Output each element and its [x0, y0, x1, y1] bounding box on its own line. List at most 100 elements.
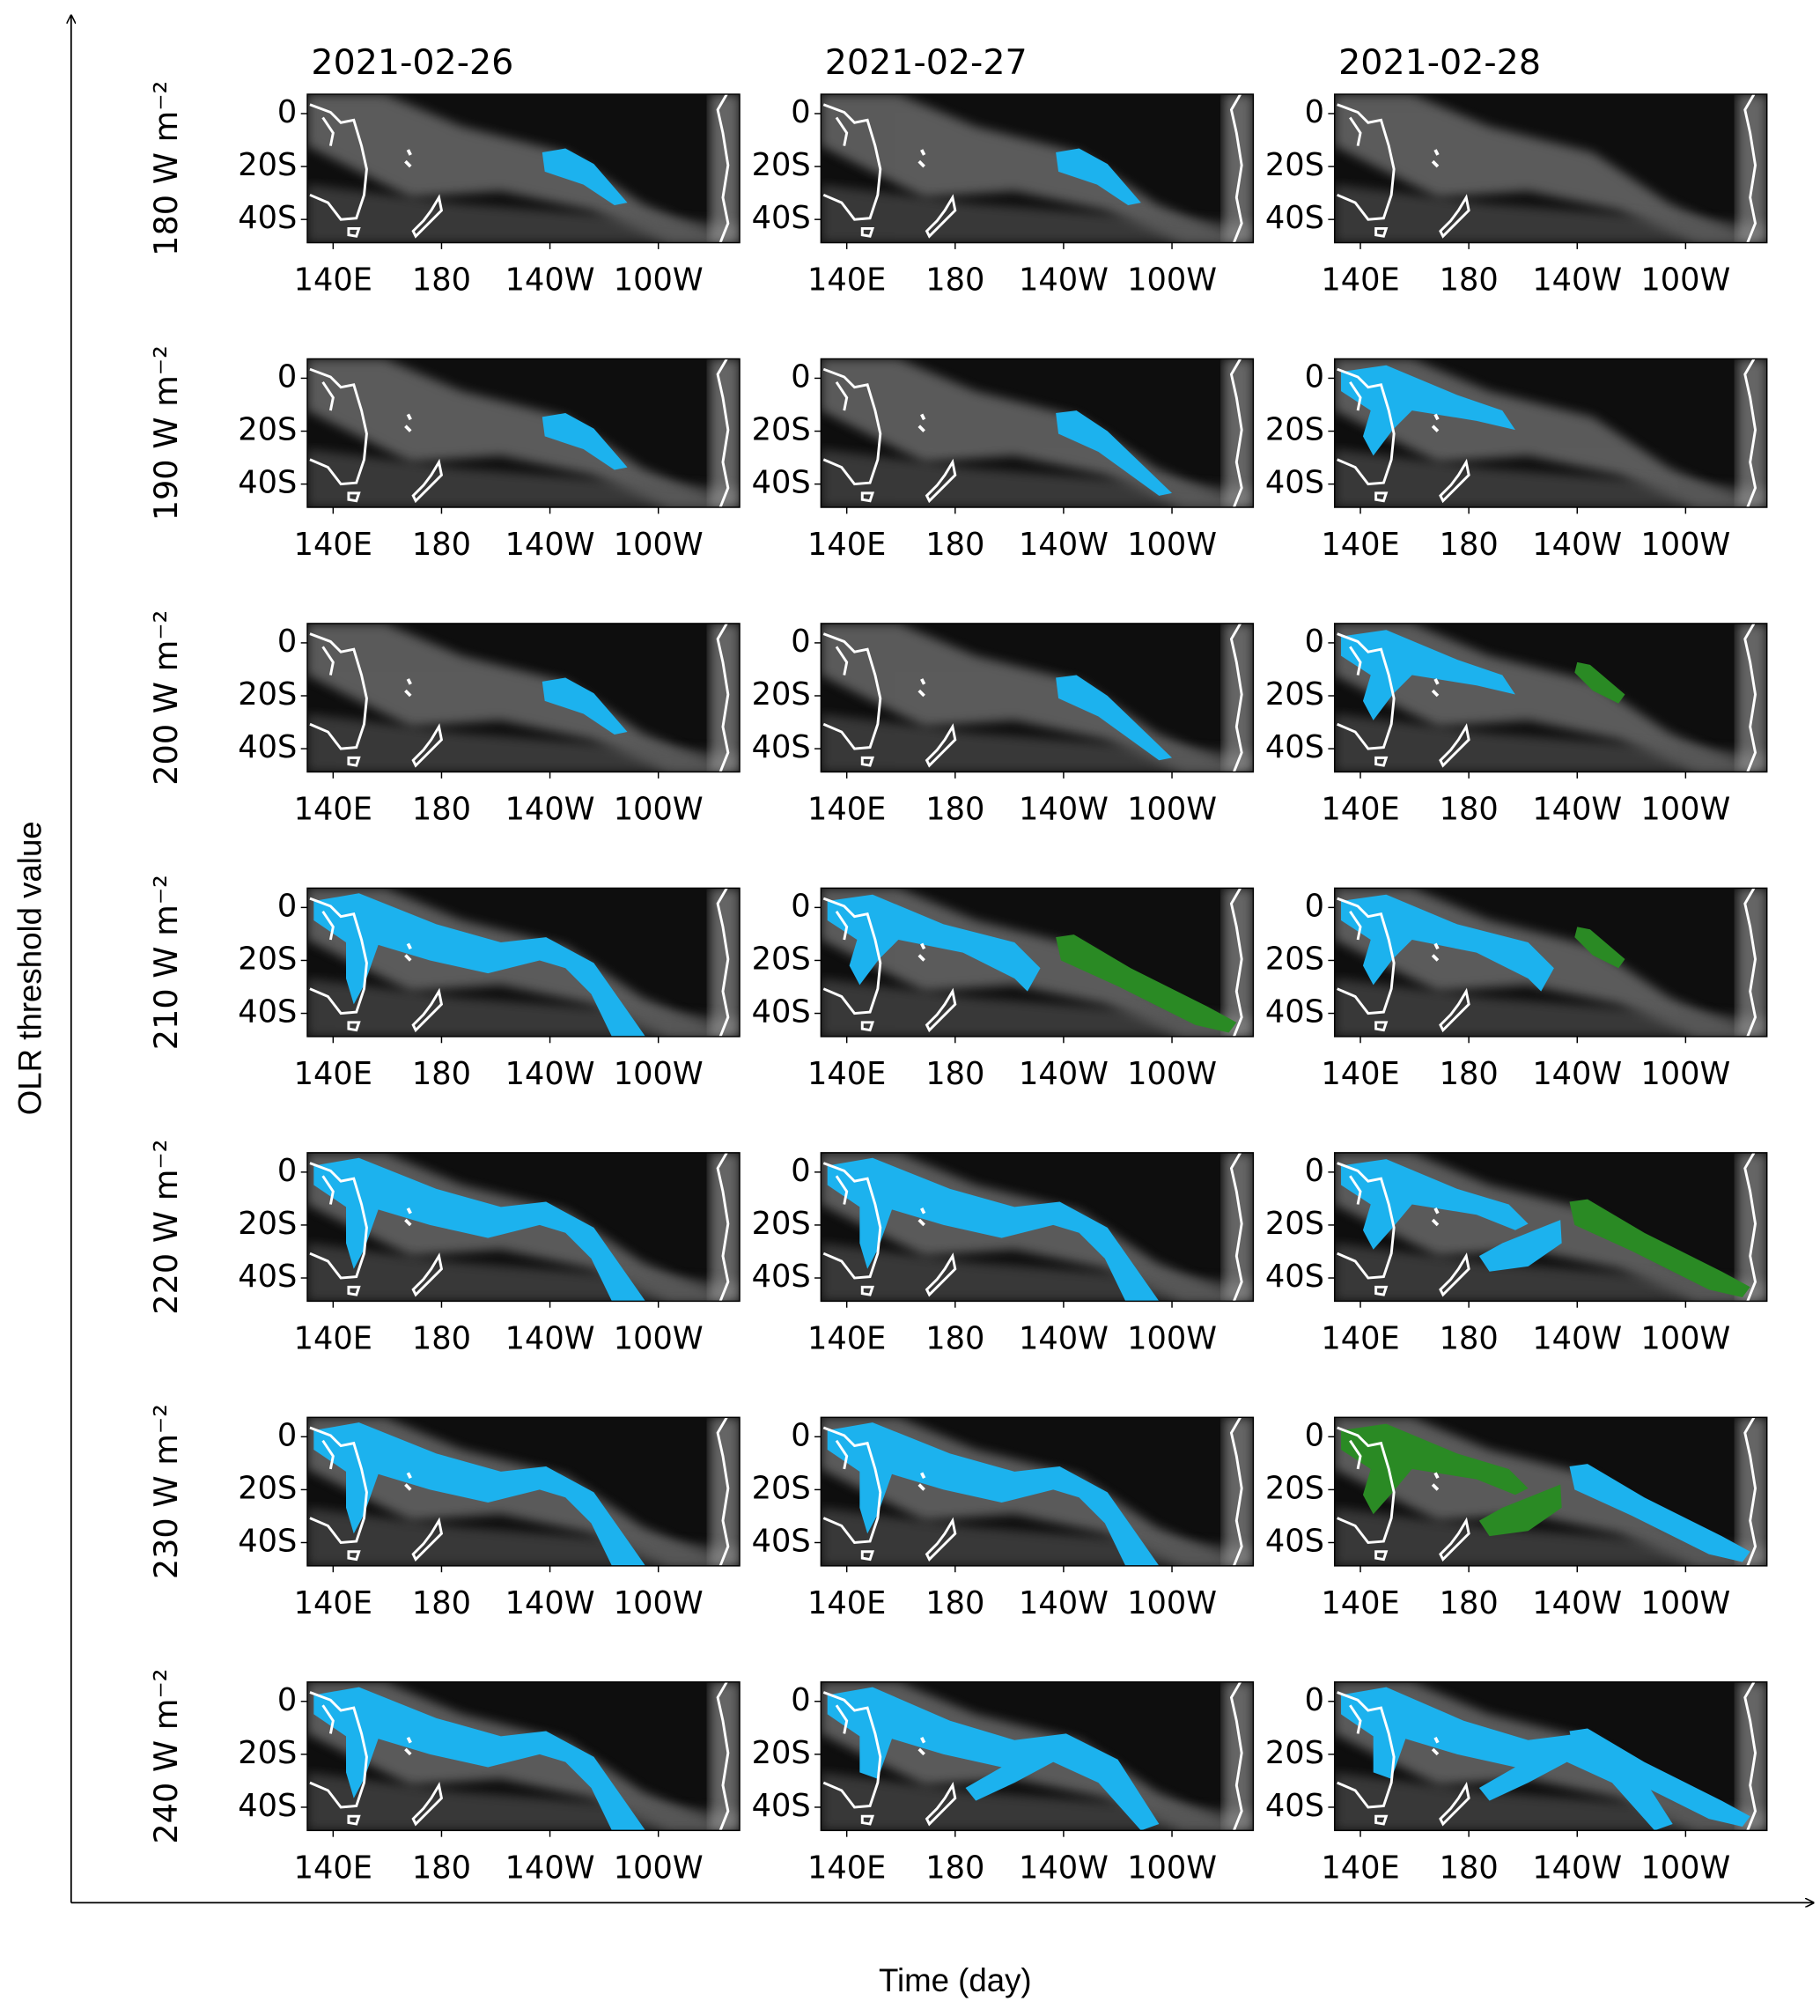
map-image [821, 1152, 1254, 1302]
map-panel: 140E 180 140W 100W 0 20S 40S [752, 358, 1255, 563]
coastline [1337, 1426, 1396, 1545]
x-tick-label: 180 [412, 1585, 471, 1621]
coastline [917, 942, 926, 962]
x-tick-label: 100W [1127, 1850, 1217, 1886]
coastline [1431, 1472, 1440, 1491]
coastline [411, 1782, 444, 1827]
coastline [925, 723, 957, 768]
panel-frame [1333, 1152, 1768, 1303]
cloud-band [307, 358, 741, 508]
map-panel: 140E 180 140W 100W 0 20S 40S [238, 623, 741, 827]
x-tick-label: 100W [614, 1056, 704, 1092]
x-tick-label: 100W [1640, 1320, 1730, 1356]
coastline [822, 632, 882, 750]
feature-region [1056, 410, 1173, 496]
coastline [822, 1691, 882, 1809]
y-tick-label: 20S [752, 1470, 811, 1506]
feature-region [1569, 1464, 1750, 1562]
map-image [307, 623, 741, 772]
x-tick-label: 180 [925, 1850, 984, 1886]
map-panel: 140E 180 140W 100W 0 20S 40S [238, 1416, 741, 1621]
x-tick-label: 180 [925, 262, 984, 299]
x-tick-label: 100W [1640, 1850, 1730, 1886]
feature-region [313, 1422, 646, 1566]
panel-frame [1333, 1416, 1768, 1567]
y-tick-label: 20S [752, 1206, 811, 1242]
coastline [404, 413, 412, 432]
x-tick-label: 100W [1127, 262, 1217, 299]
x-tick-label: 180 [1440, 1320, 1499, 1356]
panel-frame [1333, 1681, 1768, 1832]
cloud-east [1223, 1417, 1254, 1566]
map-panel: 140E 180 140W 100W 0 20S 40S [238, 1152, 741, 1356]
cloud-east [710, 358, 741, 508]
coastline [917, 413, 926, 432]
coastline [1374, 1814, 1389, 1826]
x-tick-label: 100W [614, 527, 704, 563]
x-tick-label: 140E [1321, 1056, 1399, 1092]
panel-frame [306, 1416, 741, 1567]
feature-region [1574, 927, 1625, 969]
y-tick-label: 20S [1265, 941, 1324, 977]
map-panel: 140E 180 140W 100W 0 20S 40S [752, 93, 1255, 299]
coastline [1743, 1681, 1757, 1831]
y-tick-label: 40S [752, 1259, 811, 1295]
cloud-east [710, 93, 741, 243]
coastline [925, 1252, 957, 1297]
panel-frame [306, 1681, 741, 1832]
cloud-east [1737, 1681, 1767, 1831]
y-tick-label: 20S [238, 1470, 297, 1506]
cloud-east [1737, 358, 1767, 508]
x-tick-label: 140E [1321, 1585, 1399, 1621]
panel-frame [1333, 623, 1768, 773]
coastline [1374, 226, 1389, 238]
x-tick-label: 140E [807, 1850, 886, 1886]
y-tick-label: 0 [1305, 1417, 1324, 1453]
y-tick-label: 0 [791, 1417, 810, 1453]
feature-region [1341, 1687, 1673, 1831]
map-panel: 140E 180 140W 100W 0 20S 40S [752, 1681, 1255, 1886]
x-tick-label: 100W [614, 791, 704, 827]
feature-region [1341, 630, 1515, 720]
feature-region [542, 148, 628, 206]
x-tick-label: 180 [1440, 1056, 1499, 1092]
y-tick-label: 0 [791, 358, 810, 395]
y-tick-label: 40S [238, 1259, 297, 1295]
map-image [307, 93, 741, 243]
panel-frame [1333, 887, 1768, 1038]
map-image [307, 888, 741, 1037]
column-title: 2021-02-27 [825, 42, 1028, 83]
y-tick-label: 0 [277, 888, 297, 924]
coastline [860, 491, 875, 503]
coastline [925, 1782, 957, 1827]
map-panel: 140E 180 140W 100W 0 20S 40S [238, 358, 741, 563]
y-tick-label: 20S [238, 941, 297, 977]
x-tick-label: 140W [505, 791, 595, 827]
y-tick-label: 20S [238, 676, 297, 713]
x-tick-label: 100W [1640, 1056, 1730, 1092]
y-tick-label: 40S [1265, 1788, 1324, 1824]
map-panel: 140E 180 140W 100W 0 20S 40S [752, 623, 1255, 827]
map-panel: 140E 180 140W 100W 0 20S 40S [1265, 1681, 1768, 1886]
map-panel: 140E 180 140W 100W 0 20S 40S [752, 1416, 1255, 1621]
coastline [1337, 1162, 1396, 1280]
cloud-east [1737, 93, 1767, 243]
map-image [821, 888, 1254, 1037]
map-image [1334, 623, 1767, 772]
coastline [1431, 1736, 1440, 1756]
y-tick-label: 0 [791, 624, 810, 660]
y-tick-label: 0 [277, 94, 297, 130]
x-tick-label: 100W [1640, 262, 1730, 299]
coastline [925, 458, 957, 504]
coastline [347, 226, 361, 238]
coastline [404, 1472, 412, 1491]
coastline [411, 1517, 444, 1562]
coastline [1337, 367, 1396, 486]
coastline [716, 358, 730, 508]
y-axis-label: OLR threshold value [12, 821, 48, 1115]
y-tick-label: 0 [277, 1417, 297, 1453]
coastline [411, 987, 444, 1033]
cloud-east [1223, 623, 1254, 772]
map-image [307, 358, 741, 508]
coastline [822, 103, 882, 221]
